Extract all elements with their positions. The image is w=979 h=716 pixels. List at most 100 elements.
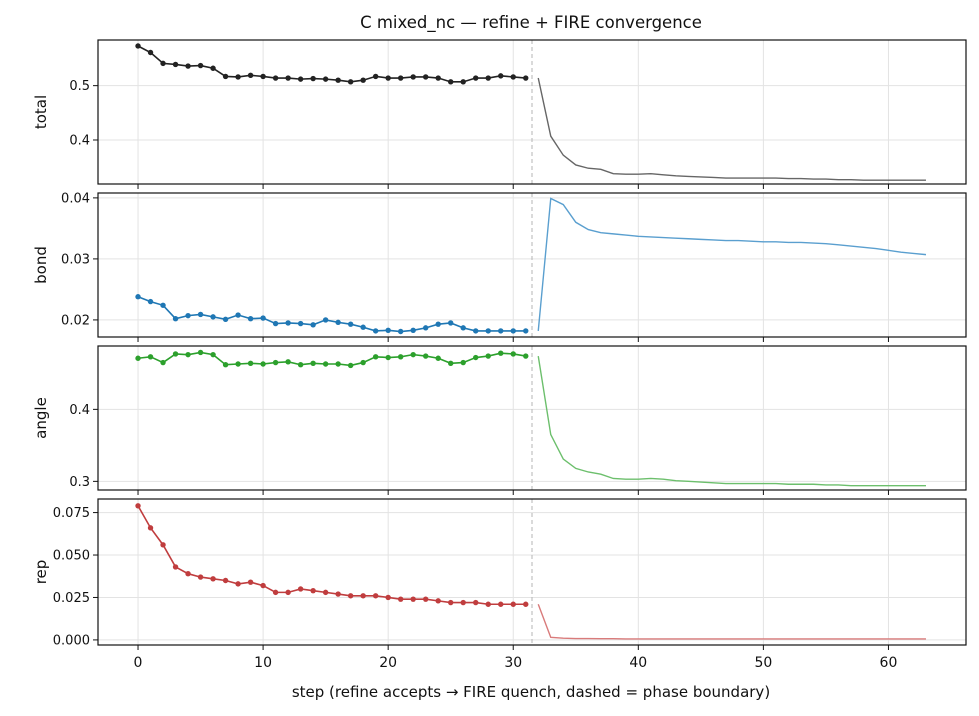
- bond-refine-point: [435, 321, 441, 327]
- bond-refine-point: [485, 328, 491, 334]
- total-refine-point: [147, 49, 154, 56]
- bond-refine-point: [473, 328, 479, 334]
- rep-refine-point: [297, 586, 304, 592]
- rep-refine-point: [147, 525, 154, 531]
- bond-refine-point: [197, 311, 204, 318]
- rep-refine-point: [510, 601, 516, 607]
- rep-refine-point: [435, 598, 441, 604]
- rep-y-tick-label: 0.000: [53, 633, 90, 648]
- rep-y-tick-label: 0.025: [53, 591, 90, 606]
- bond-refine-point: [510, 328, 516, 334]
- total-refine-point: [297, 76, 304, 82]
- rep-refine-point: [448, 599, 454, 606]
- total-refine-point: [272, 75, 279, 81]
- angle-y-axis-label: angle: [32, 397, 50, 439]
- total-refine-point: [510, 74, 516, 80]
- rep-refine-point: [272, 589, 279, 596]
- total-refine-point: [498, 73, 504, 79]
- angle-refine-point: [310, 360, 316, 366]
- angle-refine-point: [510, 351, 516, 357]
- rep-refine-point: [460, 599, 466, 606]
- rep-refine-point: [397, 596, 404, 602]
- panel-angle: 0.3 0.4 angle: [32, 345, 967, 495]
- angle-refine-point: [372, 354, 379, 360]
- angle-refine-point: [285, 359, 291, 365]
- rep-refine-point: [135, 503, 141, 509]
- bond-y-axis-label: bond: [32, 246, 50, 284]
- bond-refine-point: [297, 320, 304, 327]
- angle-axes-frame: [97, 345, 967, 491]
- x-tick-label: 30: [504, 655, 522, 671]
- rep-refine-point: [372, 593, 379, 599]
- total-refine-point: [135, 43, 141, 49]
- total-refine-point: [460, 79, 466, 85]
- x-tick-label: 40: [629, 655, 647, 671]
- angle-refine-point: [385, 354, 391, 361]
- angle-refine-point: [297, 362, 304, 368]
- total-refine-point: [322, 76, 329, 82]
- x-tick-label: 50: [754, 655, 772, 671]
- rep-refine-point: [523, 601, 529, 607]
- rep-refine-point: [347, 593, 354, 599]
- angle-refine-point: [485, 353, 491, 359]
- bond-refine-point: [372, 328, 379, 334]
- bond-refine-point: [448, 320, 454, 326]
- angle-refine-point: [172, 351, 179, 357]
- total-refine-point: [160, 60, 166, 67]
- angle-refine-point: [422, 353, 429, 359]
- rep-refine-point: [310, 587, 316, 594]
- rep-refine-point: [422, 596, 429, 602]
- angle-refine-point: [147, 354, 154, 360]
- angle-y-tick-label: 0.4: [69, 403, 90, 418]
- bond-refine-point: [172, 315, 179, 322]
- rep-refine-point: [210, 576, 216, 582]
- bond-refine-point: [523, 328, 529, 334]
- total-refine-point: [285, 75, 291, 81]
- angle-refine-point: [260, 361, 266, 367]
- bond-refine-point: [247, 315, 254, 322]
- total-refine-point: [473, 75, 479, 81]
- angle-refine-point: [460, 359, 466, 366]
- bond-refine-line: [137, 295, 526, 333]
- total-refine-point: [372, 73, 379, 80]
- bond-refine-point: [235, 312, 241, 318]
- angle-refine-line: [137, 351, 526, 367]
- bond-refine-point: [498, 328, 504, 334]
- angle-refine-point: [360, 359, 366, 366]
- angle-refine-point: [397, 354, 404, 360]
- bond-refine-point: [285, 320, 291, 326]
- total-refine-point: [435, 75, 441, 81]
- total-refine-point: [523, 75, 529, 81]
- rep-refine-point: [473, 599, 479, 606]
- total-refine-point: [210, 65, 216, 71]
- angle-refine-point: [135, 355, 141, 361]
- angle-refine-point: [322, 361, 329, 367]
- angle-refine-point: [272, 359, 279, 366]
- angle-refine-point: [523, 353, 529, 359]
- angle-refine-point: [185, 351, 191, 358]
- total-axes-frame: [97, 39, 967, 185]
- total-refine-point: [360, 77, 366, 83]
- bond-refine-point: [260, 315, 266, 321]
- bond-refine-point: [272, 320, 279, 327]
- rep-axes-frame: [97, 498, 967, 646]
- total-y-tick-label: 0.4: [69, 133, 90, 148]
- rep-refine-point: [235, 581, 241, 587]
- bond-y-tick-label: 0.04: [61, 191, 90, 206]
- angle-y-tick-label: 0.3: [69, 475, 90, 490]
- bond-refine-point: [385, 327, 391, 333]
- angle-refine-point: [410, 351, 416, 358]
- x-axis-label: step (refine accepts → FIRE quench, dash…: [292, 683, 770, 701]
- bond-refine-point: [322, 317, 329, 323]
- bond-refine-point: [410, 327, 416, 333]
- bond-refine-point: [422, 325, 429, 331]
- total-refine-point: [235, 74, 241, 80]
- angle-refine-point: [498, 350, 504, 356]
- bond-refine-point: [222, 316, 229, 323]
- rep-refine-point: [322, 589, 329, 596]
- bond-refine-point: [210, 314, 216, 320]
- total-refine-point: [310, 75, 316, 82]
- angle-refine-point: [247, 360, 254, 366]
- rep-refine-point: [285, 589, 291, 596]
- total-refine-point: [410, 74, 416, 80]
